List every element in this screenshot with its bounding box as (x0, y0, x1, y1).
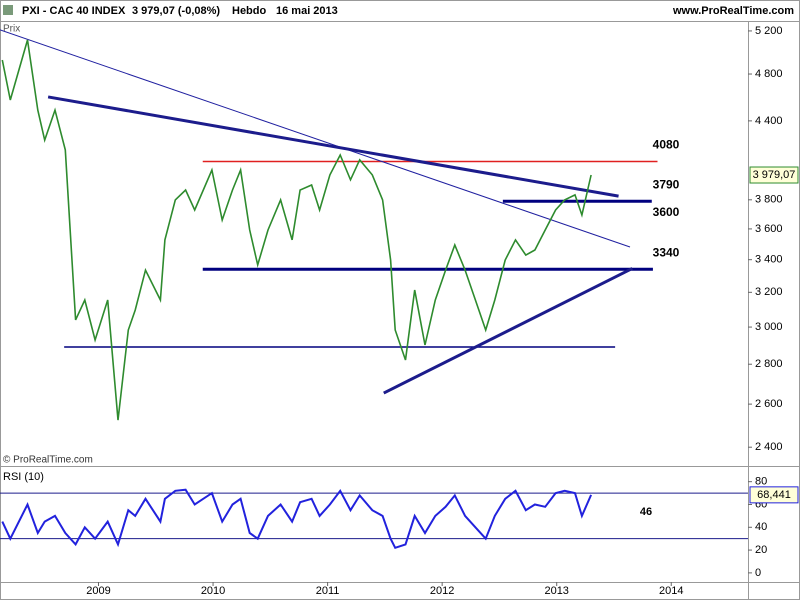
last-value-box (749, 166, 799, 184)
y-tick-label: 4 400 (755, 115, 783, 127)
y-tick-label: 3 800 (755, 194, 783, 206)
header-source: www.ProRealTime.com (672, 5, 794, 17)
x-tick-label: 2010 (201, 585, 225, 597)
y-tick-label: 3 400 (755, 254, 783, 266)
y-tick-label: 0 (755, 567, 761, 579)
level-label: 4080 (653, 138, 680, 152)
x-tick-label: 2009 (86, 585, 110, 597)
level-label: 3340 (653, 245, 680, 259)
y-tick-label: 4 800 (755, 68, 783, 80)
series-line (1, 39, 592, 421)
last-value-label: 3 979,07 (753, 169, 796, 181)
y-tick-label: 3 000 (755, 321, 783, 333)
level-label: 3600 (653, 205, 680, 219)
trendline (47, 95, 619, 198)
x-tick-label: 2011 (316, 585, 340, 597)
y-tick-label: 5 200 (755, 25, 783, 37)
y-tick-label: 2 600 (755, 398, 783, 410)
y-tick-label: 3 600 (755, 223, 783, 235)
y-tick-label: 2 800 (755, 358, 783, 370)
y-tick-label: 80 (755, 476, 767, 488)
y-tick-label: 2 400 (755, 441, 783, 453)
rsi-note: 46 (640, 506, 652, 518)
trendline (0, 29, 631, 248)
trendline (383, 267, 633, 395)
rsi-title: RSI (10) (3, 471, 44, 483)
header-period: Hebdo (232, 5, 267, 17)
level-label: 3790 (653, 177, 680, 191)
last-value-box (749, 486, 799, 504)
header-quote: 3 979,07 (-0,08%) (132, 5, 220, 17)
x-tick-label: 2013 (544, 585, 568, 597)
y-tick-label: 3 200 (755, 286, 783, 298)
last-value-label: 68,441 (757, 489, 791, 501)
header-date: 16 mai 2013 (276, 5, 338, 17)
y-tick-label: 20 (755, 544, 767, 556)
header-title: PXI - CAC 40 INDEX (22, 5, 126, 17)
x-tick-label: 2014 (659, 585, 683, 597)
series-line (1, 488, 593, 550)
icon (3, 5, 13, 15)
y-label: Prix (3, 24, 20, 35)
x-tick-label: 2012 (430, 585, 454, 597)
y-tick-label: 40 (755, 521, 767, 533)
watermark: © ProRealTime.com (3, 455, 93, 466)
